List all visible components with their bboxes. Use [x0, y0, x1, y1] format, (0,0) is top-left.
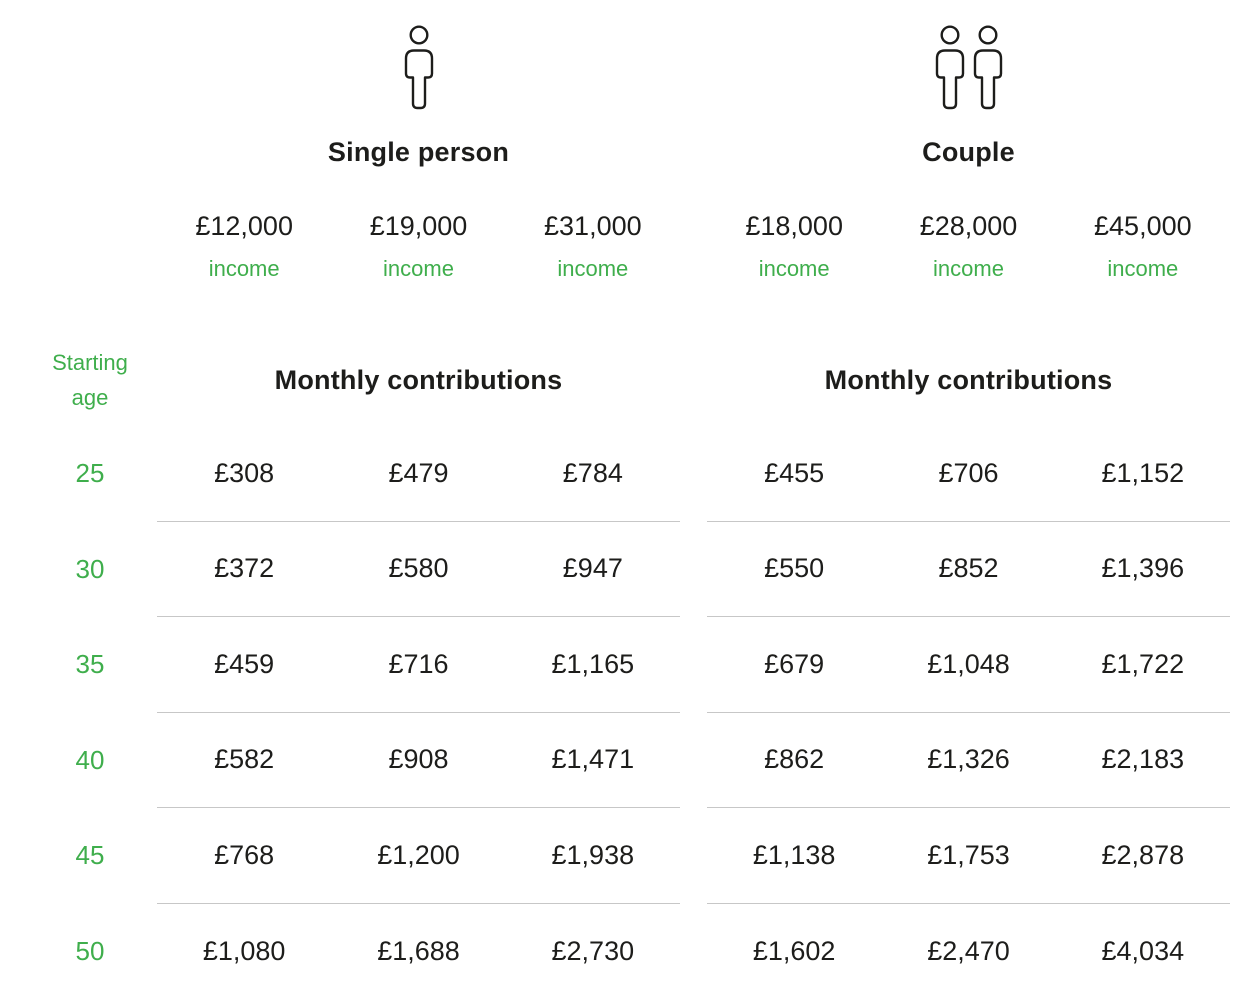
income-label: income [208, 256, 280, 281]
table-headers-row: Starting age Monthly contributions Month… [0, 344, 1250, 416]
contribution-value: £852 [938, 553, 999, 584]
spacer [680, 808, 707, 904]
contribution-value: £1,753 [927, 839, 1010, 870]
income-value: £18,000 [745, 210, 843, 241]
table-row: 30 £372 £580 £947 £550 £852 £1,396 [0, 522, 1250, 618]
contribution-value: £1,326 [927, 744, 1010, 775]
spacer [680, 256, 707, 282]
spacer [680, 210, 707, 242]
spacer [680, 522, 707, 618]
contribution-value: £455 [764, 457, 825, 488]
section-titles-row: Single person Couple [0, 136, 1250, 168]
contribution-value: £2,470 [927, 935, 1010, 966]
starting-age-header: Starting age [0, 344, 157, 416]
income-label: income [1107, 256, 1179, 281]
table-row: 35 £459 £716 £1,165 £679 £1,048 £1,722 [0, 617, 1250, 713]
single-person-icon [404, 25, 433, 110]
monthly-contributions-header-single: Monthly contributions [274, 364, 563, 395]
couple-title: Couple [922, 136, 1015, 167]
spacer [0, 25, 157, 110]
contributions-table: 25 £308 £479 £784 £455 £706 £1,152 30 £3… [0, 426, 1250, 999]
spacer [0, 136, 157, 168]
starting-age-line1: Starting [52, 350, 128, 375]
contribution-value: £1,080 [202, 935, 286, 966]
contribution-value: £1,722 [1101, 648, 1185, 679]
contribution-value: £1,938 [551, 839, 635, 870]
contribution-value: £580 [388, 553, 449, 584]
monthly-contributions-header-couple: Monthly contributions [824, 364, 1113, 395]
income-value: £19,000 [369, 210, 468, 241]
contribution-value: £2,730 [551, 935, 635, 966]
spacer [680, 25, 707, 110]
couple-icon-wrap [707, 25, 1230, 110]
contribution-value: £2,183 [1101, 744, 1185, 775]
income-label: income [933, 256, 1004, 281]
spacer [0, 210, 157, 242]
contribution-value: £679 [764, 648, 825, 679]
income-value: £31,000 [544, 210, 642, 241]
income-labels-row: income income income income income incom… [0, 256, 1250, 282]
single-person-icon-wrap [157, 25, 680, 110]
contribution-value: £706 [938, 457, 999, 488]
contribution-value: £862 [764, 744, 825, 775]
income-label: income [557, 256, 629, 281]
income-label: income [758, 256, 830, 281]
contribution-value: £459 [214, 648, 275, 679]
icon-row [0, 0, 1250, 110]
contribution-value: £372 [214, 553, 275, 584]
age-cell: 25 [75, 458, 105, 489]
contribution-value: £1,396 [1101, 553, 1185, 584]
table-row: 50 £1,080 £1,688 £2,730 £1,602 £2,470 £4… [0, 904, 1250, 1000]
contribution-value: £1,688 [377, 935, 460, 966]
spacer [680, 904, 707, 1000]
income-values-row: £12,000 £19,000 £31,000 £18,000 £28,000 … [0, 210, 1250, 242]
contribution-value: £2,878 [1101, 839, 1185, 870]
contribution-value: £784 [562, 457, 623, 488]
spacer [680, 136, 707, 168]
income-value: £12,000 [195, 210, 293, 241]
table-row: 25 £308 £479 £784 £455 £706 £1,152 [0, 426, 1250, 522]
contribution-value: £1,200 [377, 839, 460, 870]
contribution-value: £1,471 [551, 744, 635, 775]
contribution-value: £4,034 [1101, 935, 1185, 966]
table-row: 45 £768 £1,200 £1,938 £1,138 £1,753 £2,8… [0, 808, 1250, 904]
spacer [0, 256, 157, 282]
income-value: £28,000 [919, 210, 1018, 241]
spacer [680, 426, 707, 522]
contribution-value: £582 [214, 744, 275, 775]
table-row: 40 £582 £908 £1,471 £862 £1,326 £2,183 [0, 713, 1250, 809]
age-cell: 45 [75, 840, 105, 871]
age-cell: 40 [75, 744, 105, 775]
spacer [680, 617, 707, 713]
income-label: income [383, 256, 454, 281]
contribution-value: £908 [388, 744, 449, 775]
contribution-value: £1,602 [752, 935, 836, 966]
single-person-title: Single person [327, 136, 510, 167]
contribution-value: £716 [388, 648, 449, 679]
contribution-value: £550 [764, 553, 825, 584]
starting-age-line2: age [71, 385, 109, 410]
age-cell: 50 [75, 935, 105, 966]
contribution-value: £768 [214, 839, 275, 870]
couple-icon [935, 25, 1002, 110]
age-cell: 30 [75, 553, 105, 584]
spacer [680, 713, 707, 809]
contribution-value: £479 [388, 457, 449, 488]
contribution-value: £947 [562, 553, 623, 584]
contribution-value: £1,152 [1101, 457, 1185, 488]
contribution-value: £1,165 [551, 648, 635, 679]
contribution-value: £308 [214, 457, 275, 488]
spacer [680, 344, 707, 416]
income-value: £45,000 [1094, 210, 1192, 241]
contribution-value: £1,138 [752, 839, 836, 870]
age-cell: 35 [75, 649, 105, 680]
contribution-value: £1,048 [927, 648, 1010, 679]
